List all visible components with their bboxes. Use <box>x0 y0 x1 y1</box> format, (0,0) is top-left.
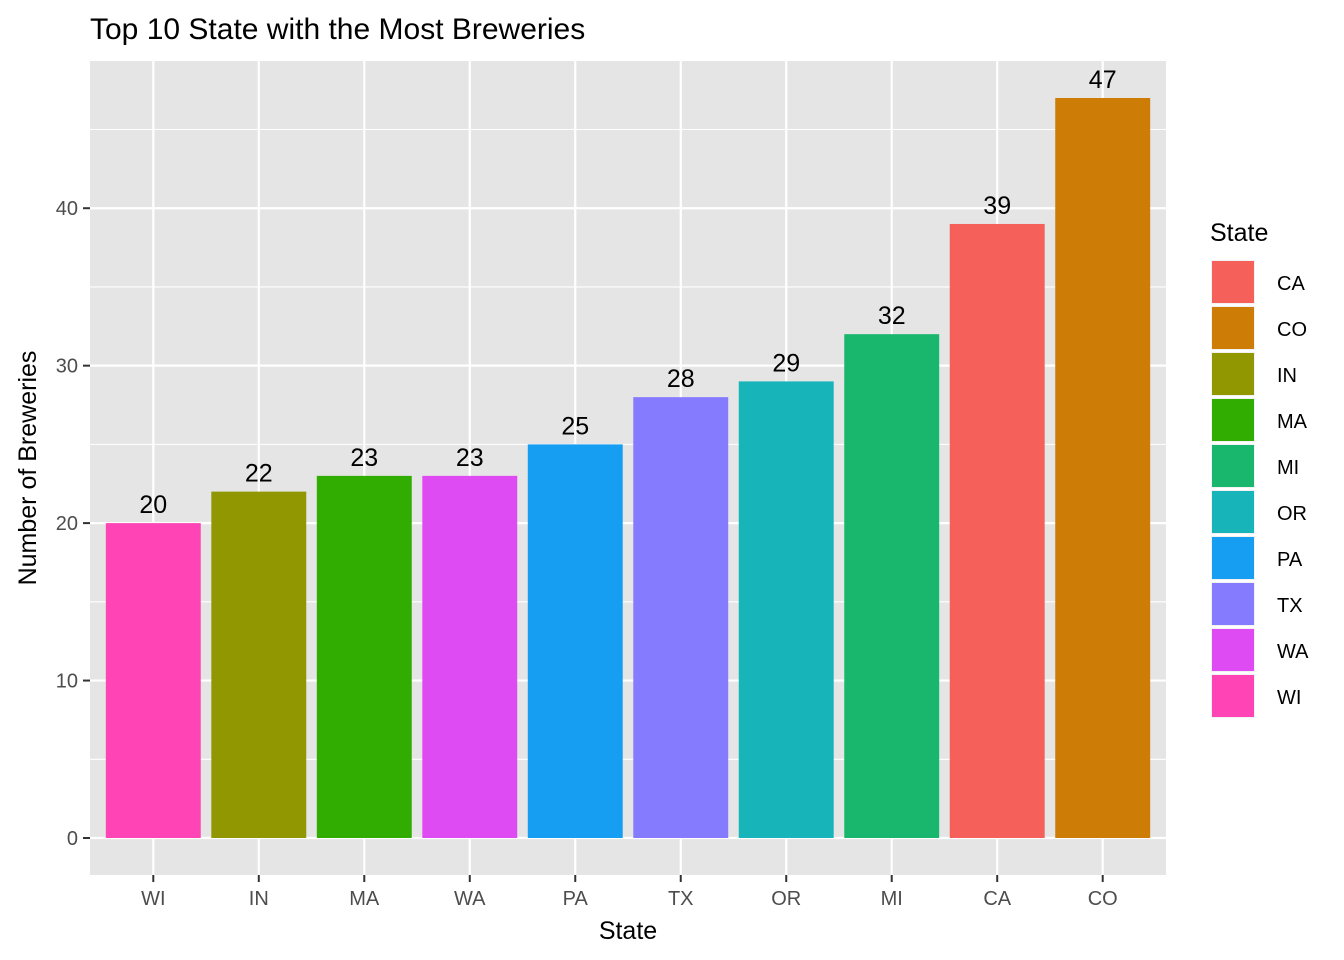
y-tick-label: 20 <box>56 513 78 535</box>
bar-co <box>1055 98 1151 838</box>
data-label-co: 47 <box>1089 66 1117 94</box>
x-tick-label: MI <box>881 888 903 910</box>
legend-label-wi: WI <box>1277 687 1301 709</box>
legend-swatch-in <box>1212 353 1254 395</box>
legend-swatch-pa <box>1212 537 1254 579</box>
data-label-or: 29 <box>772 349 800 377</box>
data-label-tx: 28 <box>667 365 695 393</box>
legend-swatch-tx <box>1212 583 1254 625</box>
legend-label-pa: PA <box>1277 549 1303 571</box>
bar-ca <box>949 223 1045 838</box>
legend-swatch-ca <box>1212 261 1254 303</box>
x-tick-label: WI <box>141 888 165 910</box>
legend-swatch-ma <box>1212 399 1254 441</box>
legend-swatch-or <box>1212 491 1254 533</box>
bar-ma <box>316 475 412 838</box>
data-label-ma: 23 <box>350 444 378 472</box>
data-label-ca: 39 <box>983 192 1011 220</box>
x-tick-label: TX <box>668 888 694 910</box>
legend-label-in: IN <box>1277 365 1297 387</box>
data-label-wa: 23 <box>456 444 484 472</box>
x-tick-label: IN <box>249 888 269 910</box>
legend-swatch-mi <box>1212 445 1254 487</box>
x-tick-label: PA <box>563 888 589 910</box>
legend-label-or: OR <box>1277 503 1307 525</box>
chart-title: Top 10 State with the Most Breweries <box>90 13 585 46</box>
legend-label-co: CO <box>1277 319 1307 341</box>
data-label-pa: 25 <box>561 412 589 440</box>
legend-label-wa: WA <box>1277 641 1309 663</box>
bars <box>105 98 1151 838</box>
bar-wa <box>422 475 518 838</box>
y-tick-label: 0 <box>67 828 78 850</box>
x-tick-label: CO <box>1088 888 1118 910</box>
y-axis-title: Number of Breweries <box>14 351 42 586</box>
x-tick-label: OR <box>771 888 801 910</box>
data-label-mi: 32 <box>878 302 906 330</box>
data-label-wi: 20 <box>139 491 167 519</box>
legend-label-tx: TX <box>1277 595 1303 617</box>
legend-swatch-wi <box>1212 675 1254 717</box>
x-axis-title: State <box>599 917 657 945</box>
bar-in <box>211 491 307 838</box>
bar-mi <box>844 334 940 838</box>
y-axis: 0 10 20 30 40 <box>56 198 90 850</box>
data-label-in: 22 <box>245 460 273 488</box>
legend-title: State <box>1210 219 1268 247</box>
x-tick-label: MA <box>349 888 380 910</box>
y-tick-label: 40 <box>56 198 78 220</box>
bar-or <box>738 381 834 838</box>
bar-wi <box>105 523 201 838</box>
legend-label-ca: CA <box>1277 273 1305 295</box>
x-axis: WI IN MA WA PA TX OR MI CA CO <box>141 875 1118 910</box>
x-tick-label: WA <box>454 888 486 910</box>
y-tick-label: 10 <box>56 671 78 693</box>
legend: State CA CO IN MA MI OR PA TX WA WI <box>1210 219 1309 718</box>
bar-tx <box>633 397 729 838</box>
legend-swatch-co <box>1212 307 1254 349</box>
y-tick-label: 30 <box>56 356 78 378</box>
bar-pa <box>527 444 623 838</box>
legend-label-mi: MI <box>1277 457 1299 479</box>
legend-label-ma: MA <box>1277 411 1308 433</box>
legend-items: CA CO IN MA MI OR PA TX WA WI <box>1211 260 1309 718</box>
legend-swatch-wa <box>1212 629 1254 671</box>
data-labels: 20 22 23 23 25 28 29 32 39 47 <box>139 66 1116 519</box>
x-tick-label: CA <box>983 888 1011 910</box>
